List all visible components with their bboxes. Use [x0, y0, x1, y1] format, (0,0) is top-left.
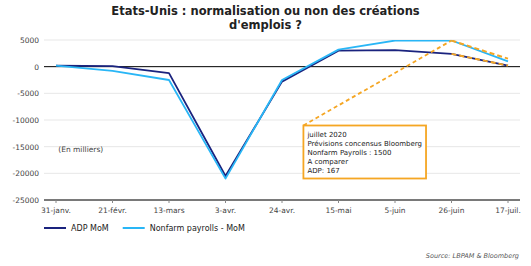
y-axis: -25000 -20000 -15000 -10000 -5000 0 5000	[12, 36, 520, 205]
annotation-line: juillet 2020	[306, 131, 346, 139]
chart: Etats-Unis : normalisation ou non des cr…	[0, 0, 531, 266]
annotation: juillet 2020Prévisions concensus Bloombe…	[303, 41, 451, 179]
x-tick	[56, 200, 57, 203]
x-axis: 31-janv. 21-févr. 13-mars 3-avr. 24-avr. 15-m…	[41, 200, 521, 215]
x-tick-label: 17-juil.	[495, 206, 521, 215]
x-tick	[282, 200, 283, 203]
y-tick-label: -20000	[12, 169, 39, 178]
title-line: d'emplois ?	[229, 18, 302, 32]
grid-line	[44, 173, 520, 174]
grid-line	[44, 120, 520, 121]
y-tick-label: -10000	[12, 116, 39, 125]
source: Source: LBPAM & Bloomberg	[426, 252, 519, 260]
x-tick-label: 26-juin	[439, 206, 465, 215]
grid-line	[44, 146, 520, 147]
x-tick	[451, 200, 452, 203]
x-tick-label: 21-févr.	[98, 206, 127, 215]
x-tick-label: 3-avr.	[215, 206, 236, 215]
series-line	[56, 50, 508, 176]
y-tick-label: -5000	[17, 89, 39, 98]
x-tick	[395, 200, 396, 203]
title: Etats-Unis : normalisation ou non des cr…	[111, 4, 419, 32]
annotation-text: juillet 2020Prévisions concensus Bloombe…	[306, 131, 422, 175]
y-tick-label: 5000	[20, 36, 39, 45]
forecast-line	[452, 54, 509, 66]
y-tick-label: -25000	[12, 196, 39, 205]
legend-swatch	[123, 227, 145, 229]
legend-swatch	[44, 227, 66, 229]
annotation-line: ADP: 167	[307, 167, 339, 175]
annotation-line: Prévisions concensus Bloomberg	[307, 140, 422, 148]
x-tick	[225, 200, 226, 203]
x-tick	[338, 200, 339, 203]
legend-label: ADP MoM	[71, 224, 109, 233]
x-tick	[112, 200, 113, 203]
x-tick	[508, 200, 509, 203]
title-line: Etats-Unis : normalisation ou non des cr…	[111, 4, 419, 18]
unit-note: (En milliers)	[58, 145, 103, 154]
y-tick-label: 0	[34, 63, 39, 72]
x-tick	[169, 200, 170, 203]
series-line	[56, 41, 508, 179]
x-tick-label: 5-juin	[384, 206, 405, 215]
legend: ADP MoM Nonfarm payrolls - MoM	[44, 224, 245, 233]
y-tick-label: -15000	[12, 143, 39, 152]
x-tick-label: 31-janv.	[41, 206, 71, 215]
legend-label: Nonfarm payrolls - MoM	[150, 224, 245, 233]
annotation-line: Nonfarm Payrolls : 1500	[307, 149, 391, 157]
x-tick-label: 13-mars	[153, 206, 184, 215]
grid-line	[44, 93, 520, 94]
annotation-box	[303, 126, 426, 179]
x-tick-label: 15-mai	[325, 206, 351, 215]
series-group	[56, 41, 508, 179]
annotation-line: A comparer	[307, 158, 348, 166]
x-tick-label: 24-avr.	[269, 206, 295, 215]
annotation-leader	[303, 41, 451, 126]
background	[0, 0, 531, 266]
